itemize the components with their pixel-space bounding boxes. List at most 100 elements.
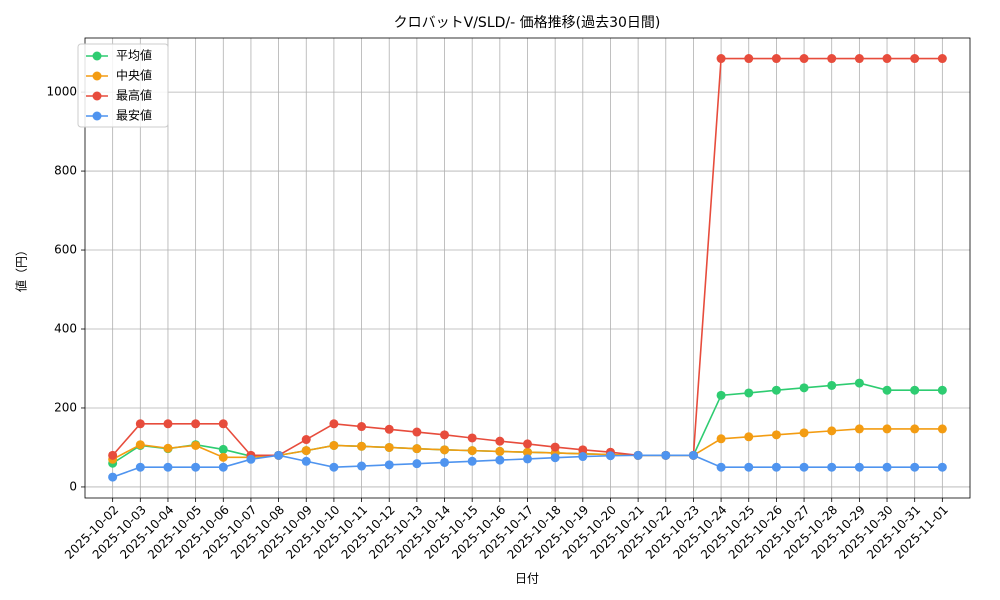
point — [771, 462, 781, 472]
point — [799, 383, 809, 393]
point — [440, 430, 450, 440]
point — [716, 434, 726, 444]
point — [744, 462, 754, 472]
point — [108, 450, 118, 460]
point — [467, 446, 477, 456]
plot-frame — [84, 37, 971, 499]
point — [467, 456, 477, 466]
point — [246, 454, 256, 464]
point — [771, 430, 781, 440]
point — [384, 442, 394, 452]
point — [771, 54, 781, 64]
point — [744, 388, 754, 398]
point — [357, 422, 367, 432]
point — [716, 390, 726, 400]
point — [301, 446, 311, 456]
point — [135, 440, 145, 450]
point — [329, 462, 339, 472]
point — [329, 440, 339, 450]
point — [799, 462, 809, 472]
point — [301, 456, 311, 466]
point — [882, 424, 892, 434]
point — [218, 419, 228, 429]
point — [578, 445, 588, 455]
point — [412, 459, 422, 469]
y-tick-label: 200 — [54, 400, 77, 414]
legend-box — [77, 43, 169, 128]
point — [495, 436, 505, 446]
point — [937, 54, 947, 64]
legend-marker — [92, 91, 102, 101]
point — [550, 453, 560, 463]
point — [163, 419, 173, 429]
point — [218, 462, 228, 472]
legend-marker — [92, 111, 102, 121]
point — [495, 446, 505, 456]
y-tick-label: 600 — [54, 243, 77, 257]
point — [135, 462, 145, 472]
legend-label: 中央値 — [116, 68, 152, 83]
y-axis-label: 値（円） — [14, 244, 29, 292]
point — [578, 452, 588, 462]
legend-marker — [92, 51, 102, 61]
point — [716, 54, 726, 64]
y-tick-label: 400 — [54, 322, 77, 336]
point — [412, 444, 422, 454]
point — [357, 461, 367, 471]
point — [467, 433, 477, 443]
point — [882, 385, 892, 395]
point — [523, 454, 532, 464]
point — [937, 462, 947, 472]
point — [329, 419, 339, 429]
legend-label: 最安値 — [116, 108, 152, 123]
x-axis-label: 日付 — [515, 572, 539, 586]
point — [771, 385, 781, 395]
point — [910, 424, 920, 434]
point — [218, 444, 228, 454]
point — [910, 54, 920, 64]
point — [882, 462, 892, 472]
point — [854, 462, 864, 472]
point — [274, 450, 284, 460]
point — [661, 450, 671, 460]
point — [384, 460, 394, 470]
point — [688, 450, 698, 460]
point — [108, 472, 118, 482]
point — [854, 378, 864, 388]
point — [827, 54, 837, 64]
chart-title: クロバットV/SLD/- 価格推移(過去30日間) — [394, 15, 661, 31]
point — [937, 385, 947, 395]
legend-label: 最高値 — [116, 88, 152, 103]
point — [937, 424, 947, 434]
point — [854, 54, 864, 64]
point — [827, 426, 837, 436]
point — [384, 424, 394, 434]
point — [799, 54, 809, 64]
point — [412, 427, 422, 437]
point — [854, 424, 864, 434]
point — [910, 462, 920, 472]
y-tick-label: 1000 — [46, 85, 77, 99]
point — [191, 440, 201, 450]
point — [716, 462, 726, 472]
point — [163, 462, 173, 472]
point — [523, 439, 532, 449]
point — [910, 385, 920, 395]
legend-marker — [92, 71, 102, 81]
point — [301, 435, 311, 445]
point — [744, 432, 754, 442]
point — [744, 54, 754, 64]
point — [882, 54, 892, 64]
point — [495, 455, 505, 465]
point — [827, 462, 837, 472]
point — [191, 419, 201, 429]
point — [440, 457, 450, 467]
point — [163, 443, 173, 453]
point — [633, 450, 643, 460]
point — [218, 452, 228, 462]
point — [605, 451, 615, 461]
point — [550, 442, 560, 452]
y-tick-label: 0 — [69, 479, 77, 493]
point — [827, 380, 837, 390]
legend-label: 平均値 — [116, 48, 152, 63]
